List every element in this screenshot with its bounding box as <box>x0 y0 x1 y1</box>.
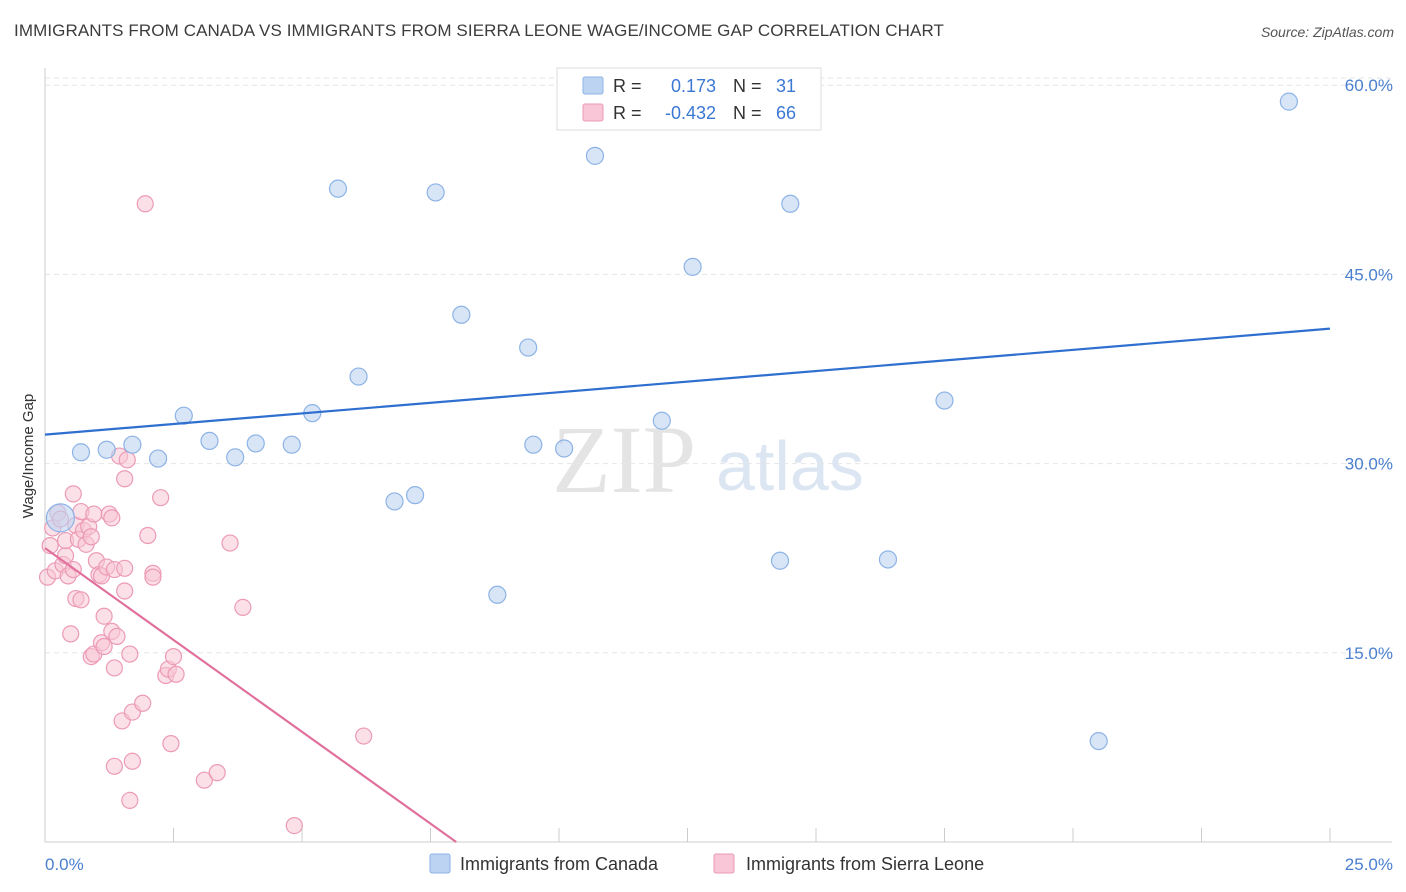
sierra-leone-point <box>139 526 157 545</box>
source-credit: Source: ZipAtlas.com <box>1260 24 1394 40</box>
canada-point <box>97 440 116 459</box>
canada-point <box>328 179 348 198</box>
sierra-leone-point <box>121 645 139 663</box>
y-tick-label: 60.0% <box>1345 76 1393 95</box>
series-legend: Immigrants from Canada Immigrants from S… <box>429 853 984 874</box>
canada-point <box>246 434 265 453</box>
sierra-leone-points <box>38 195 373 835</box>
canada-trend-line <box>44 327 1331 436</box>
sierra-leone-point <box>355 727 373 745</box>
y-tick-label: 30.0% <box>1345 455 1393 474</box>
x-tick-labels: 0.0% 25.0% <box>45 855 1393 874</box>
legend-label-canada: Immigrants from Canada <box>460 854 659 874</box>
sierra-leone-point <box>72 591 90 609</box>
canada-point <box>282 435 301 454</box>
canada-n-value: 31 <box>776 76 796 96</box>
canada-point <box>405 486 425 505</box>
sierra-leone-point <box>118 451 136 469</box>
sierra-leone-point <box>152 489 170 507</box>
sierra-leone-point <box>103 509 121 527</box>
sierra-leone-point <box>95 607 113 625</box>
canada-point <box>426 183 445 202</box>
chart-title: IMMIGRANTS FROM CANADA VS IMMIGRANTS FRO… <box>14 21 945 40</box>
x-tick-label-max: 25.0% <box>1345 855 1393 874</box>
watermark: ZIP atlas <box>552 406 864 513</box>
y-tick-labels: 15.0% 30.0% 45.0% 60.0% <box>1345 76 1393 663</box>
axes <box>44 68 1392 843</box>
canada-point <box>452 305 471 324</box>
legend-label-sierra-leone: Immigrants from Sierra Leone <box>746 854 984 874</box>
y-tick-label: 15.0% <box>1345 644 1393 663</box>
sierra-leone-point <box>108 627 126 646</box>
sierra-leone-point <box>62 625 80 643</box>
canada-point <box>781 194 800 213</box>
sierra-leone-point <box>136 195 154 213</box>
sierra-leone-point <box>105 757 123 775</box>
canada-point <box>349 367 368 386</box>
sierra-leone-point <box>105 659 123 677</box>
sierra-leone-point <box>144 568 162 586</box>
sierra-leone-point <box>121 791 139 809</box>
gridlines <box>45 77 1392 654</box>
canada-point <box>123 435 142 454</box>
canada-point <box>71 443 91 462</box>
canada-point <box>770 551 790 570</box>
x-tick-label-min: 0.0% <box>45 855 84 874</box>
canada-point <box>683 257 702 276</box>
legend-swatch-sierra-leone <box>713 853 735 874</box>
sierra-leone-stat-swatch <box>582 103 604 122</box>
canada-point <box>45 503 76 533</box>
sierra-leone-point <box>123 752 141 770</box>
sierra-leone-point <box>162 735 180 753</box>
canada-point <box>555 439 574 458</box>
y-axis-label: Wage/Income Gap <box>20 394 37 519</box>
canada-point <box>200 431 219 451</box>
sierra-leone-point <box>195 771 213 789</box>
canada-point <box>585 146 605 165</box>
sierra-leone-point <box>116 559 134 577</box>
sierra-leone-point <box>116 470 134 488</box>
sierra-leone-point <box>221 534 239 552</box>
sierra-leone-point <box>85 505 103 523</box>
canada-point <box>519 338 538 357</box>
canada-points <box>45 92 1298 751</box>
watermark-zip: ZIP <box>552 406 696 513</box>
sierra-leone-n-label: N = <box>733 103 762 123</box>
sierra-leone-point <box>134 694 152 712</box>
sierra-leone-r-value: -0.432 <box>665 103 716 123</box>
sierra-leone-point <box>116 582 134 600</box>
canada-n-label: N = <box>733 76 762 96</box>
sierra-leone-point <box>234 598 252 617</box>
stats-legend: R = 0.173 N = 31 R = -0.432 N = 66 <box>556 67 822 131</box>
sierra-leone-trend-line <box>44 547 457 843</box>
canada-point <box>1089 731 1108 751</box>
canada-point <box>148 449 168 468</box>
sierra-leone-point <box>167 665 185 683</box>
sierra-leone-point <box>64 485 82 503</box>
sierra-leone-r-label: R = <box>613 103 642 123</box>
canada-point <box>488 585 507 604</box>
canada-r-label: R = <box>613 76 642 96</box>
canada-stat-swatch <box>582 76 604 95</box>
sierra-leone-point <box>95 637 113 656</box>
canada-point <box>1279 92 1298 111</box>
canada-point <box>524 435 543 454</box>
legend-swatch-canada <box>429 853 451 874</box>
canada-point <box>935 391 954 410</box>
canada-point <box>652 411 671 430</box>
sierra-leone-n-value: 66 <box>776 103 796 123</box>
canada-r-value: 0.173 <box>671 76 716 96</box>
sierra-leone-point <box>82 528 100 546</box>
y-tick-label: 45.0% <box>1345 265 1393 284</box>
sierra-leone-point <box>208 764 226 782</box>
canada-point <box>385 492 404 511</box>
trend-lines <box>44 327 1331 843</box>
canada-point <box>226 448 245 467</box>
sierra-leone-point <box>164 647 183 666</box>
watermark-atlas: atlas <box>716 427 864 505</box>
sierra-leone-point <box>285 817 303 835</box>
canada-point <box>878 550 898 569</box>
